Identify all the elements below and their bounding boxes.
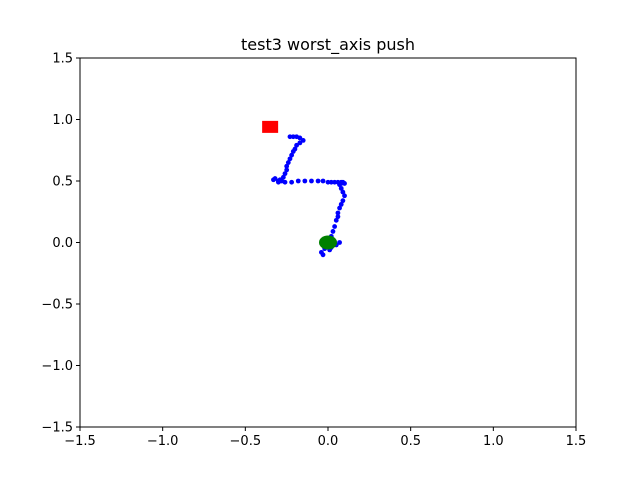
trajectory-point (272, 176, 278, 181)
trajectory-point (328, 179, 334, 185)
y-tick-label: 1.0 (52, 113, 73, 128)
trajectory-point (284, 163, 290, 169)
y-tick-label: −1.5 (41, 421, 73, 436)
trajectory-point (325, 179, 331, 185)
trajectory-point (287, 156, 293, 162)
trajectory-point (294, 134, 299, 140)
trajectory-point (335, 214, 341, 220)
x-tick-label: 1.0 (483, 434, 504, 449)
x-axis: −1.5 −1.0 −0.5 0.0 0.5 1.0 1.5 (64, 427, 586, 449)
chart-title: test3 worst_axis push (241, 35, 415, 55)
trajectory-point (287, 134, 293, 140)
trajectory-point (332, 224, 338, 229)
trajectory-point (295, 178, 301, 184)
trajectory-point (320, 178, 326, 184)
trajectory-point (280, 174, 286, 180)
trajectory-point (338, 185, 344, 191)
trajectory-point (292, 146, 298, 152)
x-tick-label: 1.5 (566, 434, 587, 449)
y-tick-label: −0.5 (41, 298, 73, 313)
trajectory-point (320, 252, 326, 258)
trajectory-point (294, 142, 299, 148)
trajectory-point (335, 210, 341, 216)
trajectory-point (290, 134, 296, 140)
x-tick-label: −1.5 (64, 434, 96, 449)
trajectory-point (338, 179, 344, 185)
y-tick-label: 0.5 (52, 175, 73, 190)
data-marks (262, 120, 347, 258)
trajectory-point (337, 240, 342, 245)
y-axis: −1.5 −1.0 −0.5 0.0 0.5 1.0 1.5 (41, 52, 80, 436)
trajectory-point (289, 152, 295, 158)
trajectory-point (309, 178, 314, 184)
trajectory-point (340, 198, 346, 204)
start-marker (319, 235, 337, 250)
trajectory-point (330, 229, 336, 234)
trajectory-point (300, 138, 306, 143)
trajectory-point (342, 193, 347, 199)
trajectory-point (289, 179, 295, 185)
trajectory-point (285, 160, 291, 165)
trajectory-point (284, 167, 290, 173)
x-tick-label: −1.0 (147, 434, 179, 449)
trajectory-point (333, 217, 339, 223)
trajectory-point (337, 205, 342, 211)
trajectory-point (332, 179, 338, 185)
trajectory-point (338, 201, 344, 207)
y-tick-label: 1.5 (52, 52, 73, 67)
y-tick-label: 0.0 (52, 236, 73, 251)
trajectory-point (297, 140, 303, 146)
trajectory-point (282, 171, 288, 177)
trajectory-point (335, 179, 341, 185)
goal-marker (262, 120, 279, 133)
trajectory-point (279, 178, 285, 184)
x-tick-label: 0.0 (318, 434, 339, 449)
trajectory-point (315, 178, 321, 184)
y-tick-label: −1.0 (41, 359, 73, 374)
x-tick-label: 0.5 (400, 434, 421, 449)
x-tick-label: −0.5 (230, 434, 262, 449)
trajectory-point (302, 178, 308, 184)
trajectory-point (340, 189, 346, 195)
